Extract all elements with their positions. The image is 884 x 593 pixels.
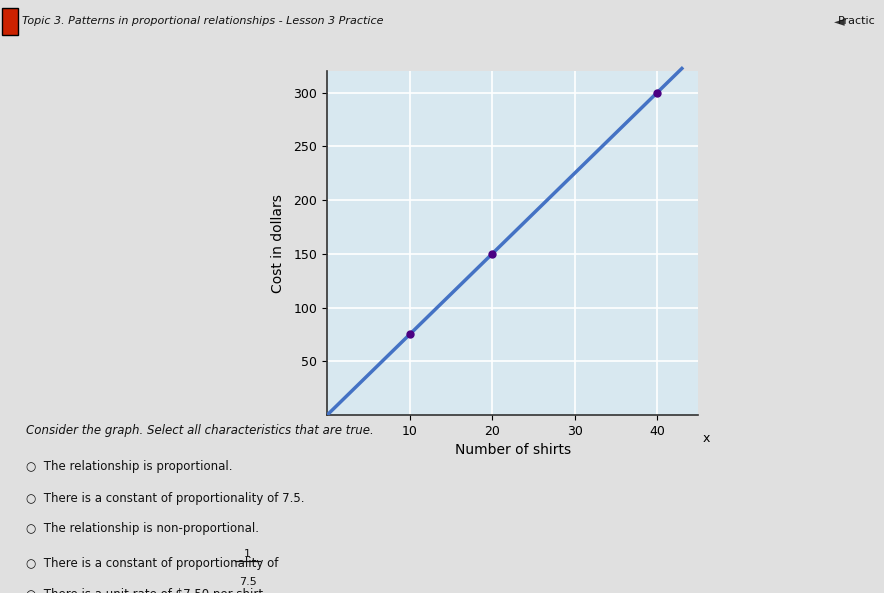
FancyBboxPatch shape — [2, 8, 18, 36]
Text: ○  There is a unit rate of $7.50 per shirt.: ○ There is a unit rate of $7.50 per shir… — [27, 588, 267, 593]
Text: ○  There is a constant of proportionality of: ○ There is a constant of proportionality… — [27, 557, 282, 570]
Text: ○  The relationship is non-proportional.: ○ The relationship is non-proportional. — [27, 522, 259, 535]
Text: Consider the graph. Select all characteristics that are true.: Consider the graph. Select all character… — [27, 424, 374, 437]
Text: ◄: ◄ — [834, 14, 844, 28]
Text: Topic 3. Patterns in proportional relationships - Lesson 3 Practice: Topic 3. Patterns in proportional relati… — [22, 16, 384, 25]
Text: 7.5: 7.5 — [239, 577, 256, 587]
Text: x: x — [703, 432, 711, 445]
Text: 1: 1 — [244, 549, 251, 559]
Text: ○  There is a constant of proportionality of 7.5.: ○ There is a constant of proportionality… — [27, 492, 305, 505]
X-axis label: Number of shirts: Number of shirts — [454, 444, 571, 457]
Text: Practic: Practic — [837, 16, 875, 25]
Text: ○  The relationship is proportional.: ○ The relationship is proportional. — [27, 460, 232, 473]
Y-axis label: Cost in dollars: Cost in dollars — [271, 194, 286, 292]
